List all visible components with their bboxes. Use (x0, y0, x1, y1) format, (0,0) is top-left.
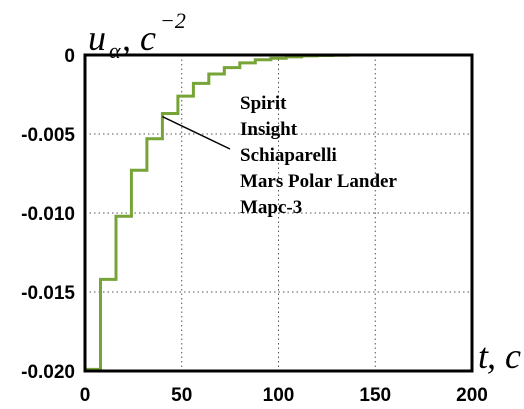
y-tick-label: -0.015 (21, 283, 75, 304)
legend-pointer-line (162, 115, 231, 150)
plot-frame (83, 53, 474, 373)
y-axis-title: u α , c −2 (88, 8, 186, 63)
y-ticks: 0 -0.005 -0.010 -0.015 -0.020 (21, 46, 75, 383)
x-axis-title-unit: , c (487, 336, 521, 376)
y-axis-title-main: u (88, 18, 106, 58)
x-tick-label: 50 (171, 385, 192, 406)
legend-entry-spirit: Spirit (240, 93, 287, 114)
y-tick-label: -0.005 (21, 125, 75, 146)
y-tick-label: -0.020 (21, 362, 75, 383)
legend: Spirit Insight Schiaparelli Mars Polar L… (162, 93, 397, 218)
grid (85, 55, 472, 371)
y-axis-title-superscript: −2 (160, 8, 186, 33)
x-tick-label: 100 (263, 385, 295, 406)
legend-entry-insight: Insight (240, 119, 298, 140)
y-axis-title-subscript: α (109, 38, 121, 63)
x-tick-label: 200 (456, 385, 488, 406)
x-tick-label: 0 (80, 385, 91, 406)
y-tick-label: -0.010 (21, 204, 75, 225)
x-axis-title: t , c (478, 336, 521, 376)
x-ticks: 0 50 100 150 200 (80, 385, 488, 406)
legend-entry-mars-polar-lander: Mars Polar Lander (240, 171, 397, 192)
y-tick-label: 0 (64, 46, 75, 67)
x-tick-label: 150 (359, 385, 391, 406)
legend-entry-schiaparelli: Schiaparelli (240, 145, 337, 166)
y-axis-title-unit: , c (122, 18, 156, 58)
x-axis-title-main: t (478, 336, 489, 376)
legend-entry-mars-3: Марс-3 (240, 197, 302, 218)
